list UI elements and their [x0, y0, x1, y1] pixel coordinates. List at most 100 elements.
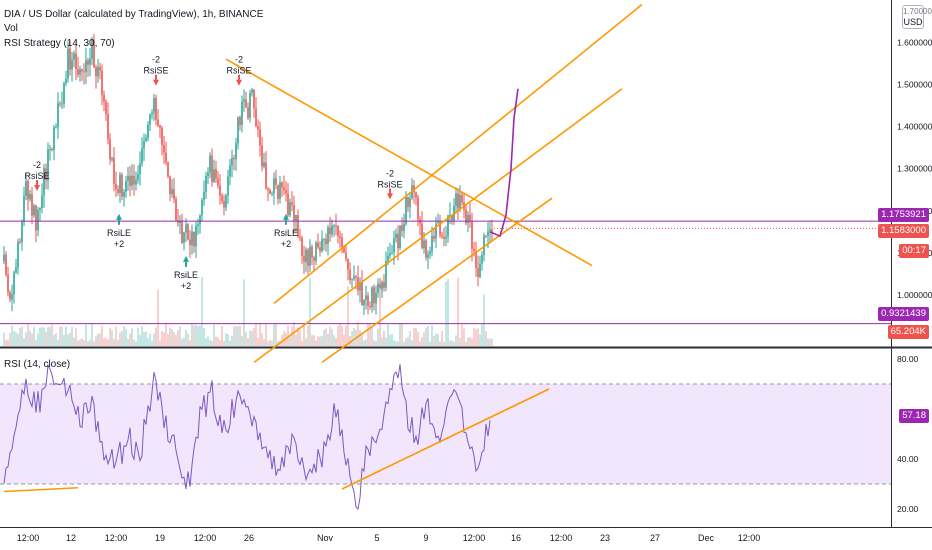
candle-body: [427, 254, 429, 258]
volume-bar: [75, 328, 77, 346]
volume-bar: [441, 330, 443, 346]
candle-body: [9, 292, 11, 300]
candle-body: [35, 205, 37, 231]
volume-bar: [287, 325, 289, 346]
candle-body: [179, 220, 181, 224]
volume-bar: [43, 327, 45, 346]
volume-bar: [425, 327, 427, 346]
volume-bar: [319, 336, 321, 346]
candle-body: [257, 126, 259, 130]
volume-bar: [147, 338, 149, 346]
candle-body: [229, 165, 231, 177]
volume-bar: [427, 325, 429, 346]
candle-body: [85, 60, 87, 73]
candle-body: [451, 214, 453, 221]
candle-body: [61, 103, 63, 105]
candle-body: [445, 236, 447, 239]
volume-bar: [95, 336, 97, 346]
candle-body: [39, 207, 41, 210]
volume-bar: [415, 327, 417, 346]
volume-bar: [325, 328, 327, 346]
volume-bar: [117, 339, 119, 346]
volume-bar: [169, 327, 171, 346]
volume-bar: [477, 328, 479, 346]
volume-bar: [331, 329, 333, 346]
volume-bar: [449, 340, 451, 346]
volume-bar: [37, 333, 39, 346]
volume-bar: [339, 323, 341, 346]
candle-body: [67, 48, 69, 79]
time-axis-tick: 16: [511, 533, 521, 543]
candle-body: [403, 223, 405, 231]
volume-bar: [129, 333, 131, 346]
candle-body: [319, 247, 321, 252]
sell-arrow: [387, 188, 393, 200]
volume-bar: [481, 323, 483, 346]
volume-bar: [401, 323, 403, 346]
volume-bar: [183, 337, 185, 346]
candle-body: [395, 233, 397, 239]
candle-body: [423, 240, 425, 249]
candle-body: [205, 176, 207, 192]
candle-body: [405, 196, 407, 224]
volume-bar: [23, 338, 25, 346]
candle-body: [185, 224, 187, 233]
candle-body: [253, 89, 255, 109]
candle-body: [93, 39, 95, 68]
rsi-band: [0, 384, 891, 484]
volume-bar: [247, 338, 249, 346]
volume-bar: [213, 324, 215, 346]
volume-bar: [351, 331, 353, 346]
candle-body: [269, 189, 271, 195]
price-axis-tick: 1.4000000: [897, 122, 932, 132]
candle-body: [485, 235, 487, 237]
volume-bar: [99, 333, 101, 346]
volume-bar: [179, 326, 181, 346]
candle-body: [247, 107, 249, 118]
volume-bar: [21, 326, 23, 346]
candle-body: [71, 59, 73, 70]
volume-bar: [193, 325, 195, 346]
volume-bar: [191, 323, 193, 346]
candle-body: [417, 197, 419, 220]
candle-body: [431, 235, 433, 252]
volume-bar: [459, 337, 461, 346]
currency-selector[interactable]: 1.7000000 USD: [902, 5, 932, 29]
volume-bar: [39, 327, 41, 346]
candle-body: [425, 240, 427, 258]
candle-body: [275, 178, 277, 185]
volume-bar: [181, 338, 183, 346]
volume-bar: [391, 333, 393, 346]
candle-body: [285, 189, 287, 194]
candle-body: [365, 295, 367, 301]
volume-bar: [131, 328, 133, 346]
last-price-badge: 1.1583000: [878, 224, 929, 238]
volume-bar: [83, 340, 85, 346]
volume-bar: [135, 341, 137, 346]
volume-bar: [437, 334, 439, 346]
volume-bar: [85, 324, 87, 346]
price-top-label: 1.7000000: [903, 7, 932, 16]
volume-bar: [439, 341, 441, 346]
volume-bar: [435, 333, 437, 346]
candle-body: [47, 149, 49, 181]
volume-bar: [341, 325, 343, 346]
candle-body: [91, 39, 93, 59]
volume-bar: [59, 326, 61, 346]
signal-label: RsiSE: [143, 66, 168, 76]
candle-body: [37, 209, 39, 231]
lower-level-badge: 0.9321439: [878, 307, 929, 321]
candle-body: [273, 178, 275, 194]
candle-body: [379, 283, 381, 290]
volume-bar: [357, 322, 359, 346]
volume-bar: [419, 341, 421, 346]
volume-bar: [153, 333, 155, 346]
volume-bar: [175, 334, 177, 346]
volume-bar: [309, 278, 311, 346]
rsi-line: [3, 363, 491, 511]
volume-bar: [113, 338, 115, 346]
candle-body: [145, 137, 147, 142]
volume-bar: [369, 323, 371, 346]
candle-body: [17, 241, 19, 268]
